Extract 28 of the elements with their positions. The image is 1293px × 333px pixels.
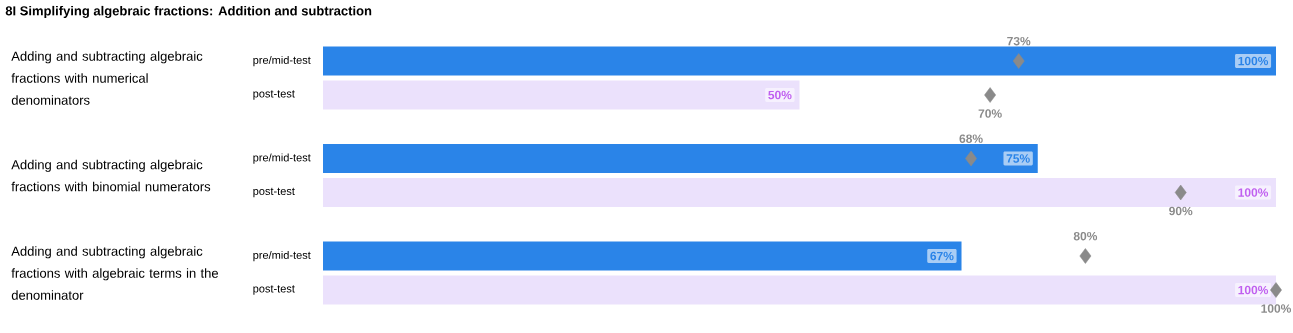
bar — [323, 178, 1276, 208]
bar — [323, 80, 800, 110]
text: pre/mid-test — [253, 250, 311, 262]
data-label: 100% — [1238, 56, 1269, 66]
data-label: 67% — [930, 251, 954, 261]
text: post-test — [253, 187, 295, 198]
data-label: 75% — [1006, 154, 1030, 163]
text: post-test — [253, 90, 295, 100]
data-label: 100% — [1261, 304, 1292, 313]
data-label: 90% — [1169, 206, 1193, 216]
y-tick-label: Adding and subtracting algebraic fractions with numerical denominators — [11, 51, 203, 105]
data-label: 73% — [1007, 36, 1031, 46]
data-label: 50% — [768, 90, 792, 100]
text: pre/mid-test — [253, 153, 311, 164]
series-label: pre/mid-test — [253, 55, 311, 67]
text: post-test — [253, 285, 295, 295]
data-label: 70% — [978, 109, 1002, 118]
bar — [323, 46, 1276, 76]
bar — [323, 144, 1038, 173]
y-tick-label: Adding and subtracting algebraic fractions with algebraic terms in the denominator — [11, 246, 219, 300]
bar — [323, 275, 1276, 305]
data-label: 80% — [1073, 231, 1098, 241]
data-label: 100% — [1238, 285, 1269, 295]
data-label: 100% — [1238, 188, 1269, 197]
text: 8I Simplifying algebraic fractions: Addition and subtraction — [5, 5, 372, 19]
y-tick-label: Adding and subtracting algebraic fractions with binomial numerators — [11, 159, 211, 192]
bar — [323, 241, 962, 271]
data-label: 68% — [959, 134, 983, 143]
